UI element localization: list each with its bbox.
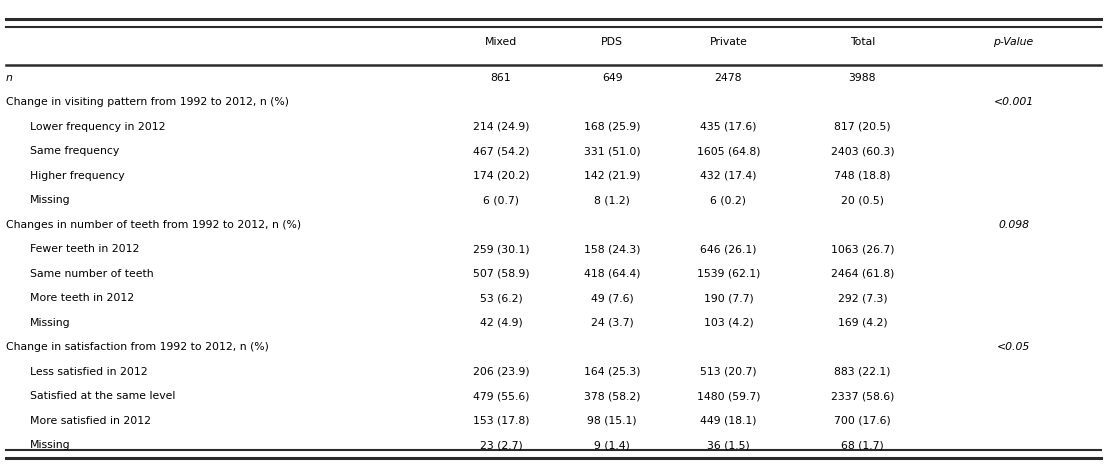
Text: 467 (54.2): 467 (54.2)	[473, 146, 529, 156]
Text: Same frequency: Same frequency	[30, 146, 120, 156]
Text: 9 (1.4): 9 (1.4)	[594, 440, 630, 450]
Text: 331 (51.0): 331 (51.0)	[583, 146, 641, 156]
Text: 164 (25.3): 164 (25.3)	[583, 367, 641, 377]
Text: 378 (58.2): 378 (58.2)	[583, 391, 641, 401]
Text: 169 (4.2): 169 (4.2)	[838, 318, 887, 328]
Text: 292 (7.3): 292 (7.3)	[838, 293, 887, 303]
Text: More teeth in 2012: More teeth in 2012	[30, 293, 134, 303]
Text: 2403 (60.3): 2403 (60.3)	[830, 146, 894, 156]
Text: 1063 (26.7): 1063 (26.7)	[830, 244, 894, 254]
Text: 435 (17.6): 435 (17.6)	[700, 122, 757, 132]
Text: 24 (3.7): 24 (3.7)	[591, 318, 633, 328]
Text: Less satisfied in 2012: Less satisfied in 2012	[30, 367, 147, 377]
Text: 1539 (62.1): 1539 (62.1)	[696, 269, 761, 279]
Text: 36 (1.5): 36 (1.5)	[707, 440, 749, 450]
Text: 432 (17.4): 432 (17.4)	[700, 171, 757, 181]
Text: 42 (4.9): 42 (4.9)	[479, 318, 523, 328]
Text: Missing: Missing	[30, 318, 71, 328]
Text: Missing: Missing	[30, 195, 71, 205]
Text: 174 (20.2): 174 (20.2)	[473, 171, 529, 181]
Text: 142 (21.9): 142 (21.9)	[583, 171, 641, 181]
Text: 206 (23.9): 206 (23.9)	[473, 367, 529, 377]
Text: 259 (30.1): 259 (30.1)	[473, 244, 529, 254]
Text: 513 (20.7): 513 (20.7)	[700, 367, 757, 377]
Text: 646 (26.1): 646 (26.1)	[700, 244, 757, 254]
Text: 0.098: 0.098	[997, 220, 1030, 230]
Text: 507 (58.9): 507 (58.9)	[473, 269, 529, 279]
Text: 214 (24.9): 214 (24.9)	[473, 122, 529, 132]
Text: 23 (2.7): 23 (2.7)	[479, 440, 523, 450]
Text: 479 (55.6): 479 (55.6)	[473, 391, 529, 401]
Text: 3988: 3988	[849, 73, 876, 83]
Text: 2478: 2478	[715, 73, 742, 83]
Text: 861: 861	[490, 73, 511, 83]
Text: More satisfied in 2012: More satisfied in 2012	[30, 416, 151, 426]
Text: 748 (18.8): 748 (18.8)	[834, 171, 891, 181]
Text: Fewer teeth in 2012: Fewer teeth in 2012	[30, 244, 139, 254]
Text: 103 (4.2): 103 (4.2)	[704, 318, 753, 328]
Text: 168 (25.9): 168 (25.9)	[583, 122, 641, 132]
Text: Lower frequency in 2012: Lower frequency in 2012	[30, 122, 165, 132]
Text: 20 (0.5): 20 (0.5)	[841, 195, 883, 205]
Text: Private: Private	[710, 37, 747, 47]
Text: Change in visiting pattern from 1992 to 2012, n (%): Change in visiting pattern from 1992 to …	[6, 97, 289, 107]
Text: Same number of teeth: Same number of teeth	[30, 269, 154, 279]
Text: 190 (7.7): 190 (7.7)	[704, 293, 753, 303]
Text: 449 (18.1): 449 (18.1)	[700, 416, 757, 426]
Text: 2337 (58.6): 2337 (58.6)	[830, 391, 894, 401]
Text: 418 (64.4): 418 (64.4)	[583, 269, 641, 279]
Text: 883 (22.1): 883 (22.1)	[834, 367, 891, 377]
Text: Missing: Missing	[30, 440, 71, 450]
Text: 8 (1.2): 8 (1.2)	[594, 195, 630, 205]
Text: 98 (15.1): 98 (15.1)	[588, 416, 637, 426]
Text: Mixed: Mixed	[485, 37, 517, 47]
Text: 1480 (59.7): 1480 (59.7)	[696, 391, 761, 401]
Text: <0.05: <0.05	[996, 342, 1031, 352]
Text: Higher frequency: Higher frequency	[30, 171, 124, 181]
Text: <0.001: <0.001	[993, 97, 1034, 107]
Text: 2464 (61.8): 2464 (61.8)	[830, 269, 894, 279]
Text: Changes in number of teeth from 1992 to 2012, n (%): Changes in number of teeth from 1992 to …	[6, 220, 301, 230]
Text: 817 (20.5): 817 (20.5)	[834, 122, 891, 132]
Text: 158 (24.3): 158 (24.3)	[583, 244, 641, 254]
Text: Satisfied at the same level: Satisfied at the same level	[30, 391, 175, 401]
Text: 6 (0.7): 6 (0.7)	[483, 195, 519, 205]
Text: p-Value: p-Value	[993, 37, 1034, 47]
Text: 6 (0.2): 6 (0.2)	[711, 195, 746, 205]
Text: 1605 (64.8): 1605 (64.8)	[696, 146, 761, 156]
Text: n: n	[6, 73, 12, 83]
Text: 649: 649	[602, 73, 622, 83]
Text: 68 (1.7): 68 (1.7)	[841, 440, 883, 450]
Text: PDS: PDS	[601, 37, 623, 47]
Text: 700 (17.6): 700 (17.6)	[834, 416, 891, 426]
Text: 53 (6.2): 53 (6.2)	[479, 293, 523, 303]
Text: Total: Total	[850, 37, 875, 47]
Text: Change in satisfaction from 1992 to 2012, n (%): Change in satisfaction from 1992 to 2012…	[6, 342, 268, 352]
Text: 153 (17.8): 153 (17.8)	[473, 416, 529, 426]
Text: 49 (7.6): 49 (7.6)	[591, 293, 633, 303]
